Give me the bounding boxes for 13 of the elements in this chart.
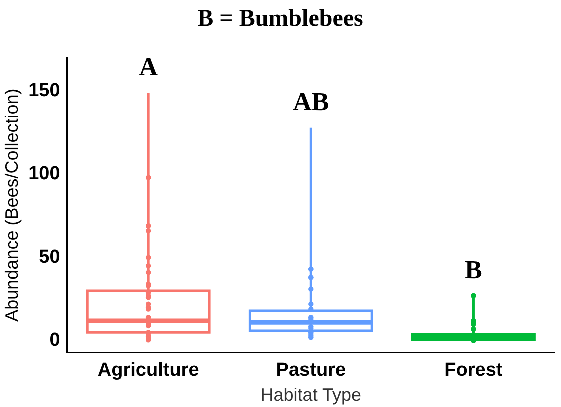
annotation: A [139,52,158,82]
y-tick-label: 50 [39,246,60,268]
x-tick-label: Forest [444,360,504,382]
x-tick-label: Pasture [276,360,346,382]
annotation: AB [293,88,330,117]
y-tick-label: 150 [28,80,60,102]
chart-title: B = Bumblebees [196,6,364,33]
y-axis-title: Abundance (Bees/Collection) [2,88,22,322]
x-axis-title: Habitat Type [260,385,362,406]
annotation: B [465,256,482,285]
x-tick-label: Agriculture [98,360,200,382]
y-tick-label: 100 [28,164,60,185]
y-tick-label: 0 [50,330,60,352]
